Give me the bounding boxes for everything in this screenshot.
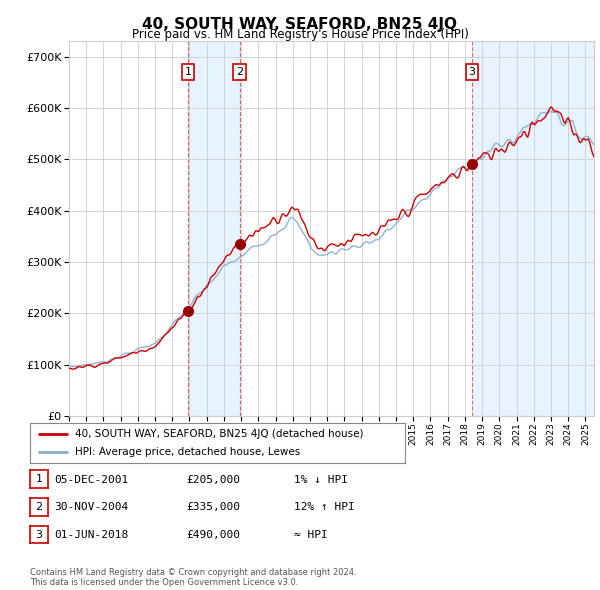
Text: 30-NOV-2004: 30-NOV-2004 <box>54 503 128 512</box>
Text: 01-JUN-2018: 01-JUN-2018 <box>54 530 128 540</box>
Text: 40, SOUTH WAY, SEAFORD, BN25 4JQ: 40, SOUTH WAY, SEAFORD, BN25 4JQ <box>143 17 458 31</box>
Text: £335,000: £335,000 <box>186 503 240 512</box>
Text: HPI: Average price, detached house, Lewes: HPI: Average price, detached house, Lewe… <box>75 447 300 457</box>
Text: 3: 3 <box>35 530 43 539</box>
Text: Contains HM Land Registry data © Crown copyright and database right 2024.
This d: Contains HM Land Registry data © Crown c… <box>30 568 356 587</box>
Text: 2: 2 <box>236 67 244 77</box>
Text: £490,000: £490,000 <box>186 530 240 540</box>
Text: £205,000: £205,000 <box>186 475 240 484</box>
Text: 1: 1 <box>185 67 191 77</box>
Text: ≈ HPI: ≈ HPI <box>294 530 328 540</box>
Text: 12% ↑ HPI: 12% ↑ HPI <box>294 503 355 512</box>
Text: 3: 3 <box>469 67 476 77</box>
Text: 05-DEC-2001: 05-DEC-2001 <box>54 475 128 484</box>
Text: 40, SOUTH WAY, SEAFORD, BN25 4JQ (detached house): 40, SOUTH WAY, SEAFORD, BN25 4JQ (detach… <box>75 429 364 439</box>
Text: 2: 2 <box>35 502 43 512</box>
Text: 1% ↓ HPI: 1% ↓ HPI <box>294 475 348 484</box>
Text: Price paid vs. HM Land Registry's House Price Index (HPI): Price paid vs. HM Land Registry's House … <box>131 28 469 41</box>
Text: 1: 1 <box>35 474 43 484</box>
